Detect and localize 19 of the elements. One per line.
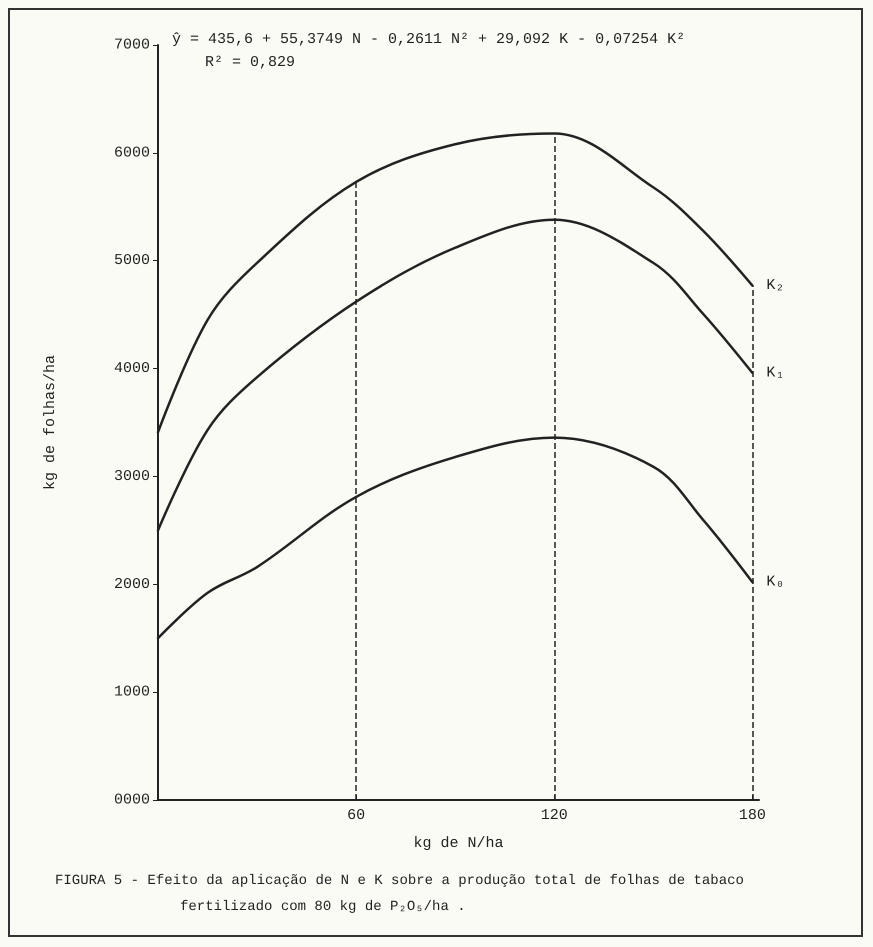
text: FIGURA 5 - Efeito da aplicação de N e K sobre a produção total de folhas de tabaco fertilizado com 80 kg de P₂O₅/ha . <box>54 872 745 917</box>
series-label: K₁ <box>766 364 784 382</box>
y-tick-label: 4000 <box>114 360 150 378</box>
y-tick-label: 3000 <box>114 468 150 485</box>
x-tick-label: 180 <box>738 807 766 824</box>
y-tick-label: 7000 <box>114 36 150 54</box>
y-tick-label: 1000 <box>114 684 150 701</box>
series-label: K₂ <box>766 277 784 294</box>
y-tick-label: 5000 <box>114 252 150 270</box>
y-tick-label: 2000 <box>114 576 150 593</box>
y-axis-title: kg de folhas/ha <box>42 354 59 490</box>
x-axis-title: kg de N/ha <box>413 835 504 852</box>
annotation: ŷ = 435,6 + 55,3749 N - 0,2611 N² + 29,092 K - 0,07254 K² <box>172 31 686 48</box>
x-tick-label: 120 <box>540 807 568 824</box>
series-label: K₀ <box>766 574 784 591</box>
annotation: R² = 0,829 <box>205 54 296 71</box>
y-tick-label: 6000 <box>114 144 150 162</box>
y-tick-label: 0000 <box>114 792 150 808</box>
x-tick-label: 60 <box>347 807 366 824</box>
